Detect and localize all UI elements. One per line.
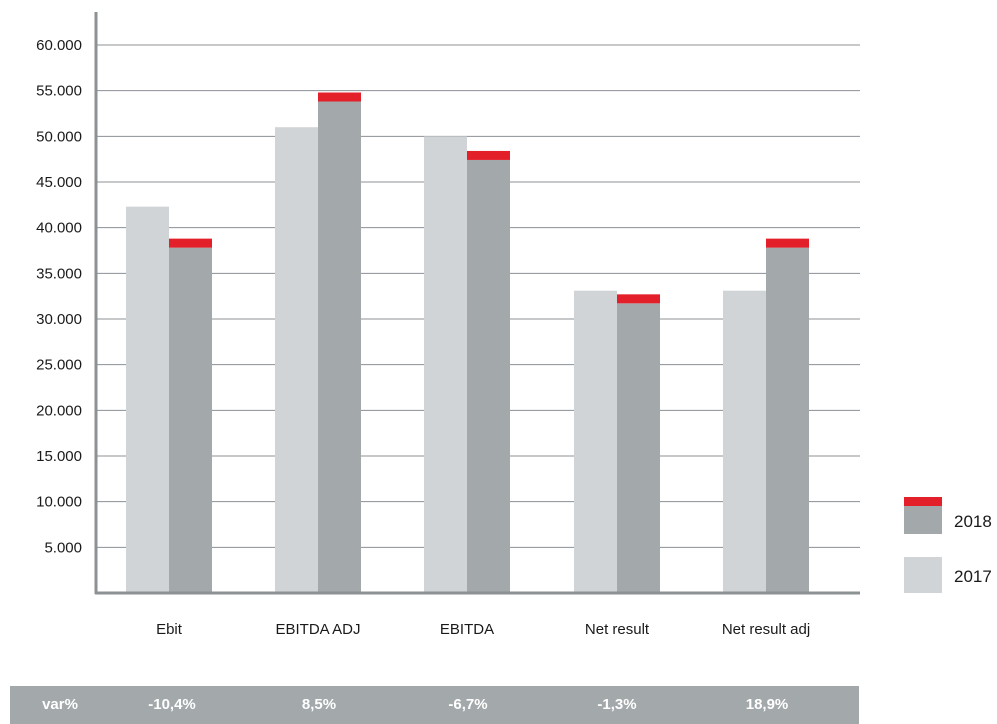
variation-value: 8,5% bbox=[301, 696, 337, 713]
category-labels: Ebit EBITDA ADJ EBITDA Net result Net result… bbox=[156, 621, 810, 638]
legend-swatch-2018-cap bbox=[904, 497, 942, 506]
bar-2018 bbox=[169, 247, 212, 594]
bar-2018-cap bbox=[467, 150, 510, 160]
y-tick-label: 25.000 bbox=[36, 357, 82, 374]
bar-2017 bbox=[275, 127, 318, 593]
variation-value: 18,9% bbox=[745, 696, 789, 713]
legend-swatch-2018 bbox=[904, 506, 942, 534]
bar-2017 bbox=[723, 290, 766, 593]
bar-2017 bbox=[574, 290, 617, 593]
y-tick-label: 15.000 bbox=[36, 448, 82, 465]
category-label: EBITDA bbox=[440, 621, 494, 638]
y-tick-label: 20.000 bbox=[36, 402, 82, 419]
bar-chart: 5.000 10.000 15.000 20.000 25.000 30.000 35.00… bbox=[36, 12, 992, 638]
y-tick-label: 5.000 bbox=[44, 539, 82, 556]
variation-value: -10,4% bbox=[148, 696, 196, 713]
legend-swatch-2017 bbox=[904, 557, 942, 593]
bars bbox=[126, 92, 809, 594]
bar-2018 bbox=[617, 303, 660, 593]
y-tick-label: 60.000 bbox=[36, 37, 82, 54]
category-label: Net result adj bbox=[722, 621, 810, 638]
legend-label-2017: 2017 bbox=[954, 567, 992, 586]
legend-label-2018: 2018 bbox=[954, 512, 992, 531]
legend: 2018 2017 bbox=[904, 497, 992, 593]
category-label: Ebit bbox=[156, 621, 183, 638]
bar-2018-cap bbox=[169, 238, 212, 248]
bar-2017 bbox=[424, 136, 467, 594]
variation-value: -6,7% bbox=[448, 696, 488, 713]
y-tick-label: 30.000 bbox=[36, 311, 82, 328]
y-tick-label: 35.000 bbox=[36, 265, 82, 282]
category-label: Net result bbox=[585, 621, 650, 638]
y-tick-label: 10.000 bbox=[36, 494, 82, 511]
y-tick-label: 55.000 bbox=[36, 83, 82, 100]
bar-2018 bbox=[318, 101, 361, 593]
variation-value: -1,3% bbox=[597, 696, 637, 713]
variation-row: var% -10,4% 8,5% -6,7% -1,3% 18,9% bbox=[10, 686, 859, 724]
bar-2018-cap bbox=[617, 294, 660, 304]
axes bbox=[94, 12, 860, 595]
y-tick-label: 50.000 bbox=[36, 128, 82, 145]
y-tick-label: 45.000 bbox=[36, 174, 82, 191]
category-label: EBITDA ADJ bbox=[275, 621, 360, 638]
bar-2018 bbox=[467, 159, 510, 594]
variation-label: var% bbox=[42, 696, 78, 713]
y-tick-labels: 5.000 10.000 15.000 20.000 25.000 30.000 35.00… bbox=[36, 37, 82, 556]
bar-2018-cap bbox=[318, 92, 361, 102]
bar-2017 bbox=[126, 206, 169, 593]
bar-2018 bbox=[766, 247, 809, 594]
bar-2018-cap bbox=[766, 238, 809, 248]
y-tick-label: 40.000 bbox=[36, 220, 82, 237]
